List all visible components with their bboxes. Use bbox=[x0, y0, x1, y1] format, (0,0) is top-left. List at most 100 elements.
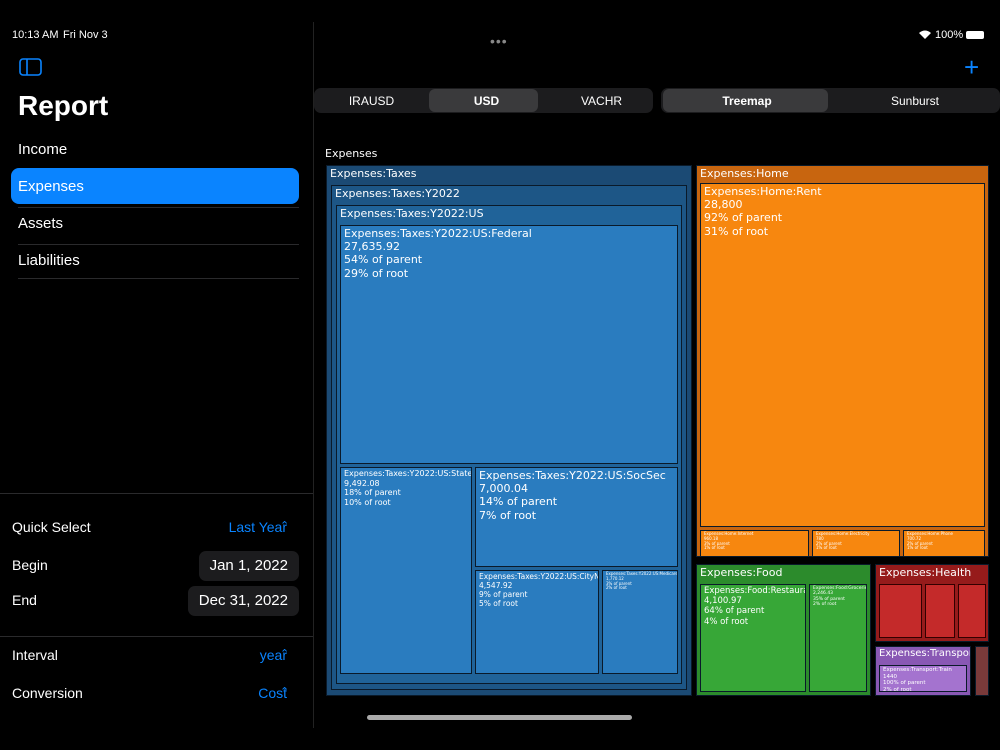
status-battery: 100% bbox=[935, 29, 964, 41]
tile-detail: 1440 bbox=[883, 673, 897, 680]
treemap-tile[interactable]: Expenses:Home:Internet 960.18 3% of parent… bbox=[700, 530, 809, 557]
date-pill[interactable]: Jan 1, 2022 bbox=[198, 551, 299, 581]
tile-label: Expenses:Health bbox=[879, 566, 972, 579]
tile-detail: 4,547.92 bbox=[479, 581, 513, 590]
tile-detail: 2% of root bbox=[813, 602, 837, 608]
tile-detail: 780 bbox=[816, 535, 824, 541]
date-pill[interactable]: Dec 31, 2022 bbox=[187, 586, 299, 616]
separator bbox=[18, 244, 299, 245]
sidebar-item[interactable]: Assets bbox=[18, 215, 64, 232]
treemap-tile[interactable] bbox=[958, 584, 986, 638]
tile-detail: 29% of root bbox=[344, 266, 409, 280]
treemap-tile[interactable]: Expenses:Taxes:Y2022:US:Medicare 1,770.12… bbox=[602, 570, 678, 674]
chevron: ⌃ bbox=[280, 648, 290, 660]
tile-label: Expenses:Food bbox=[700, 566, 783, 579]
currency-selected bbox=[429, 89, 538, 112]
tile-detail: 100% of parent bbox=[883, 680, 926, 687]
battery-icon bbox=[966, 31, 984, 39]
tile-label: Expenses:Taxes:Y2022 bbox=[335, 187, 460, 200]
treemap-tile[interactable]: Expenses:Taxes:Y2022:US:SocSec 7,000.04 14… bbox=[475, 467, 678, 567]
separator bbox=[18, 207, 299, 208]
treemap-tile[interactable]: Expenses:Transport:Train 1440 100% of pare… bbox=[879, 665, 967, 692]
tile-detail: 1% of root bbox=[907, 545, 928, 551]
tile-label: Expenses:Home bbox=[700, 167, 789, 180]
treemap-tile[interactable]: Expenses:Taxes:Y2022:US:State 9,492.08 18%… bbox=[340, 467, 472, 674]
tile-detail: 1% of root bbox=[816, 545, 837, 551]
treemap-tile[interactable]: Expenses:Food:Groceries 2,246.43 35% of pa… bbox=[809, 584, 867, 692]
treemap-tile[interactable]: Expenses:Taxes:Y2022:US:Federal 27,635.92… bbox=[340, 225, 678, 464]
tile-detail: 2% of parent bbox=[816, 540, 842, 546]
setting-label: Interval bbox=[12, 647, 58, 663]
tile-detail: 7% of root bbox=[479, 508, 537, 522]
sidebar-item[interactable]: Expenses bbox=[18, 178, 84, 195]
chevron: ⌃ bbox=[280, 520, 290, 532]
tile-detail: 28,800 bbox=[704, 198, 743, 212]
tile-detail: 31% of root bbox=[704, 224, 769, 238]
setting-value[interactable]: Last Year bbox=[228, 519, 287, 535]
treemap-tile[interactable]: Expenses:Taxes:Y2022:US:CityNYC 4,547.92 9… bbox=[475, 570, 599, 674]
home-indicator bbox=[367, 715, 632, 720]
tile-detail: 1,770.12 bbox=[606, 575, 624, 581]
wifi-icon bbox=[919, 30, 931, 39]
treemap-tile[interactable] bbox=[879, 584, 922, 638]
tile-detail: 4,100.97 bbox=[704, 596, 742, 607]
setting-label: Begin bbox=[12, 557, 48, 573]
tile-label: Expenses:Taxes:Y2022:US:Medicare bbox=[606, 571, 678, 576]
setting-value[interactable]: Cost bbox=[258, 685, 287, 701]
tile-detail: 700.72 bbox=[907, 535, 921, 541]
view-selected bbox=[663, 89, 828, 112]
tile-label: Expenses:Transport:Train bbox=[883, 667, 952, 673]
segment-button[interactable]: IRAUSD bbox=[348, 94, 395, 108]
segment-button[interactable]: Sunburst bbox=[890, 94, 940, 108]
tile-detail: 18% of parent bbox=[344, 488, 401, 498]
tile-detail: 3% of parent bbox=[606, 580, 632, 586]
tile-detail: 2% of parent bbox=[907, 540, 933, 546]
tile-detail: 27,635.92 bbox=[344, 240, 400, 254]
tile-label: Expenses:Home:Electricity bbox=[816, 531, 870, 536]
more-dots[interactable]: ••• bbox=[490, 33, 508, 49]
treemap-tile[interactable]: Expenses:Home:Rent 28,800 92% of parent 31%… bbox=[700, 183, 985, 527]
tile-detail: 9,492.08 bbox=[344, 478, 380, 488]
treemap-tile[interactable]: Expenses:Home:Electricity 780 2% of parent… bbox=[812, 530, 900, 557]
tile-label: Expenses:Transport bbox=[879, 648, 971, 659]
tile-label: Expenses:Home:Internet bbox=[704, 531, 754, 536]
tile-detail: 14% of parent bbox=[479, 495, 558, 509]
tile-detail: 9% of parent bbox=[479, 590, 528, 599]
tile-detail: 64% of parent bbox=[704, 606, 765, 617]
sidebar-title: Report bbox=[18, 90, 109, 121]
tile-detail: 5% of root bbox=[479, 599, 518, 608]
segment-button[interactable]: USD bbox=[473, 94, 500, 108]
tile-label: Expenses:Taxes bbox=[330, 167, 417, 180]
tile-label: Expenses:Taxes:Y2022:US:SocSec bbox=[479, 469, 666, 482]
tile-detail: 7,000.04 bbox=[479, 482, 528, 496]
tile-label: Expenses:Taxes:Y2022:US:State bbox=[344, 469, 472, 478]
treemap-tile[interactable]: Expenses:Home:Phone 700.72 2% of parent 1% … bbox=[903, 530, 985, 557]
tile-detail: 2% of root bbox=[883, 686, 912, 692]
segment-button[interactable]: VACHR bbox=[580, 94, 623, 108]
sidebar-toggle[interactable] bbox=[19, 58, 43, 76]
tile-detail: 35% of parent bbox=[813, 596, 845, 602]
status-time: 10:13 AM bbox=[12, 29, 59, 41]
tile-label: Expenses:Taxes:Y2022:US bbox=[340, 207, 484, 220]
tile-label: Expenses:Taxes:Y2022:US:CityNYC bbox=[479, 572, 599, 581]
tile-label: Expenses:Food:Restaurant bbox=[704, 586, 806, 596]
separator bbox=[0, 493, 313, 494]
tile-detail: 92% of parent bbox=[704, 211, 783, 225]
treemap-tile[interactable] bbox=[925, 584, 955, 638]
tile-detail: 2% of root bbox=[606, 585, 627, 591]
tile-detail: 4% of root bbox=[704, 616, 749, 627]
treemap-tile[interactable]: Expenses:Food:Restaurant 4,100.97 64% of p… bbox=[700, 584, 806, 692]
sidebar-item[interactable]: Liabilities bbox=[18, 252, 80, 269]
add-button[interactable]: + bbox=[964, 52, 980, 82]
setting-value[interactable]: year bbox=[259, 647, 287, 663]
segment-button[interactable]: Treemap bbox=[722, 94, 772, 108]
sidebar-item[interactable]: Income bbox=[18, 141, 68, 158]
treemap-root: Expenses bbox=[325, 147, 378, 160]
treemap-tile[interactable] bbox=[975, 646, 989, 696]
divider bbox=[313, 22, 314, 728]
tile-label: Expenses:Food:Groceries bbox=[813, 586, 867, 591]
tile-label: Expenses:Taxes:Y2022:US:Federal bbox=[344, 227, 532, 240]
setting-label: Quick Select bbox=[12, 519, 91, 535]
tile-label: Expenses:Home:Rent bbox=[704, 185, 822, 198]
